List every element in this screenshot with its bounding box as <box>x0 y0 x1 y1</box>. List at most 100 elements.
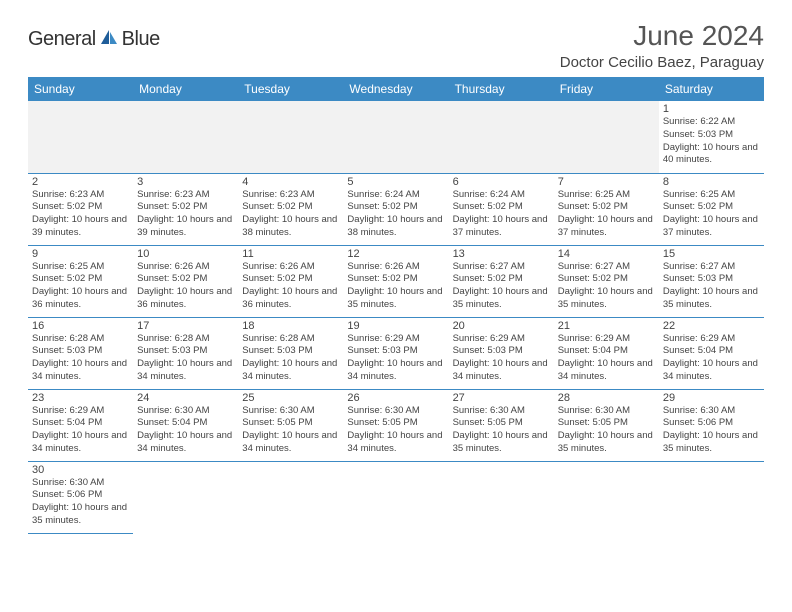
day-number: 30 <box>32 464 129 476</box>
logo: General Blue <box>28 20 160 51</box>
day-cell: 11Sunrise: 6:26 AMSunset: 5:02 PMDayligh… <box>238 245 343 317</box>
day-number: 23 <box>32 392 129 404</box>
sunrise-line: Sunrise: 6:30 AM <box>347 405 444 418</box>
daylight-line: Daylight: 10 hours and 34 minutes. <box>347 358 444 384</box>
daylight-line: Daylight: 10 hours and 34 minutes. <box>137 358 234 384</box>
day-info: Sunrise: 6:30 AMSunset: 5:06 PMDaylight:… <box>32 477 129 528</box>
calendar-row: 2 Sunrise: 6:23 AMSunset: 5:02 PMDaylight… <box>28 173 764 245</box>
day-info: Sunrise: 6:29 AMSunset: 5:03 PMDaylight:… <box>453 333 550 384</box>
day-info: Sunrise: 6:30 AMSunset: 5:05 PMDaylight:… <box>347 405 444 456</box>
daylight-line: Daylight: 10 hours and 34 minutes. <box>137 430 234 456</box>
day-info: Sunrise: 6:26 AMSunset: 5:02 PMDaylight:… <box>347 261 444 312</box>
day-number: 21 <box>558 320 655 332</box>
sunset-line: Sunset: 5:02 PM <box>558 201 655 214</box>
day-info: Sunrise: 6:27 AMSunset: 5:03 PMDaylight:… <box>663 261 760 312</box>
daylight-line: Daylight: 10 hours and 39 minutes. <box>137 214 234 240</box>
sunset-line: Sunset: 5:06 PM <box>663 417 760 430</box>
sunset-line: Sunset: 5:03 PM <box>663 273 760 286</box>
day-cell: 9Sunrise: 6:25 AMSunset: 5:02 PMDaylight… <box>28 245 133 317</box>
day-info: Sunrise: 6:30 AMSunset: 5:04 PMDaylight:… <box>137 405 234 456</box>
daylight-line: Daylight: 10 hours and 36 minutes. <box>137 286 234 312</box>
empty-cell <box>133 101 238 173</box>
day-info: Sunrise: 6:30 AMSunset: 5:05 PMDaylight:… <box>558 405 655 456</box>
sunset-line: Sunset: 5:04 PM <box>137 417 234 430</box>
sunrise-line: Sunrise: 6:28 AM <box>32 333 129 346</box>
day-info: Sunrise: 6:24 AMSunset: 5:02 PMDaylight:… <box>347 189 444 240</box>
day-number: 12 <box>347 248 444 260</box>
daylight-line: Daylight: 10 hours and 34 minutes. <box>32 430 129 456</box>
calendar-row: 30Sunrise: 6:30 AMSunset: 5:06 PMDayligh… <box>28 461 764 533</box>
sunset-line: Sunset: 5:05 PM <box>347 417 444 430</box>
daylight-line: Daylight: 10 hours and 34 minutes. <box>347 430 444 456</box>
calendar-table: SundayMondayTuesdayWednesdayThursdayFrid… <box>28 77 764 534</box>
daylight-line: Daylight: 10 hours and 35 minutes. <box>663 430 760 456</box>
day-number: 15 <box>663 248 760 260</box>
day-number: 2 <box>32 176 129 188</box>
day-info: Sunrise: 6:24 AMSunset: 5:02 PMDaylight:… <box>453 189 550 240</box>
sunset-line: Sunset: 5:03 PM <box>137 345 234 358</box>
day-number: 26 <box>347 392 444 404</box>
daylight-line: Daylight: 10 hours and 38 minutes. <box>347 214 444 240</box>
calendar-row: 23Sunrise: 6:29 AMSunset: 5:04 PMDayligh… <box>28 389 764 461</box>
day-info: Sunrise: 6:30 AMSunset: 5:05 PMDaylight:… <box>242 405 339 456</box>
empty-cell <box>554 101 659 173</box>
sunset-line: Sunset: 5:03 PM <box>347 345 444 358</box>
day-number: 22 <box>663 320 760 332</box>
sunset-line: Sunset: 5:02 PM <box>558 273 655 286</box>
daylight-line: Daylight: 10 hours and 34 minutes. <box>242 430 339 456</box>
day-info: Sunrise: 6:25 AMSunset: 5:02 PMDaylight:… <box>663 189 760 240</box>
day-info: Sunrise: 6:26 AMSunset: 5:02 PMDaylight:… <box>242 261 339 312</box>
sunset-line: Sunset: 5:03 PM <box>663 129 760 142</box>
sunrise-line: Sunrise: 6:27 AM <box>663 261 760 274</box>
day-info: Sunrise: 6:27 AMSunset: 5:02 PMDaylight:… <box>558 261 655 312</box>
sunrise-line: Sunrise: 6:24 AM <box>347 189 444 202</box>
day-number: 11 <box>242 248 339 260</box>
blank-cell <box>238 461 343 533</box>
day-cell: 24Sunrise: 6:30 AMSunset: 5:04 PMDayligh… <box>133 389 238 461</box>
calendar-row: 16Sunrise: 6:28 AMSunset: 5:03 PMDayligh… <box>28 317 764 389</box>
day-number: 4 <box>242 176 339 188</box>
day-cell: 28Sunrise: 6:30 AMSunset: 5:05 PMDayligh… <box>554 389 659 461</box>
sunset-line: Sunset: 5:02 PM <box>242 201 339 214</box>
sunrise-line: Sunrise: 6:30 AM <box>137 405 234 418</box>
day-info: Sunrise: 6:22 AMSunset: 5:03 PMDaylight:… <box>663 116 760 167</box>
day-number: 3 <box>137 176 234 188</box>
day-cell: 5Sunrise: 6:24 AMSunset: 5:02 PMDaylight… <box>343 173 448 245</box>
empty-cell <box>343 101 448 173</box>
location: Doctor Cecilio Baez, Paraguay <box>560 54 764 71</box>
daylight-line: Daylight: 10 hours and 38 minutes. <box>242 214 339 240</box>
sunrise-line: Sunrise: 6:22 AM <box>663 116 760 129</box>
titles: June 2024 Doctor Cecilio Baez, Paraguay <box>560 20 764 71</box>
sunrise-line: Sunrise: 6:24 AM <box>453 189 550 202</box>
day-cell: 25Sunrise: 6:30 AMSunset: 5:05 PMDayligh… <box>238 389 343 461</box>
day-info: Sunrise: 6:28 AMSunset: 5:03 PMDaylight:… <box>242 333 339 384</box>
day-cell: 23Sunrise: 6:29 AMSunset: 5:04 PMDayligh… <box>28 389 133 461</box>
day-info: Sunrise: 6:29 AMSunset: 5:04 PMDaylight:… <box>558 333 655 384</box>
sunset-line: Sunset: 5:05 PM <box>242 417 339 430</box>
sunset-line: Sunset: 5:02 PM <box>137 273 234 286</box>
sunrise-line: Sunrise: 6:25 AM <box>32 261 129 274</box>
daylight-line: Daylight: 10 hours and 35 minutes. <box>32 502 129 528</box>
sunrise-line: Sunrise: 6:28 AM <box>137 333 234 346</box>
day-number: 25 <box>242 392 339 404</box>
daylight-line: Daylight: 10 hours and 40 minutes. <box>663 142 760 168</box>
day-number: 27 <box>453 392 550 404</box>
day-cell: 21Sunrise: 6:29 AMSunset: 5:04 PMDayligh… <box>554 317 659 389</box>
month-title: June 2024 <box>560 20 764 52</box>
day-cell: 13Sunrise: 6:27 AMSunset: 5:02 PMDayligh… <box>449 245 554 317</box>
day-cell: 10Sunrise: 6:26 AMSunset: 5:02 PMDayligh… <box>133 245 238 317</box>
day-header-row: SundayMondayTuesdayWednesdayThursdayFrid… <box>28 77 764 101</box>
day-info: Sunrise: 6:23 AMSunset: 5:02 PMDaylight:… <box>137 189 234 240</box>
day-info: Sunrise: 6:29 AMSunset: 5:04 PMDaylight:… <box>32 405 129 456</box>
sunrise-line: Sunrise: 6:26 AM <box>242 261 339 274</box>
day-info: Sunrise: 6:28 AMSunset: 5:03 PMDaylight:… <box>32 333 129 384</box>
empty-cell <box>449 101 554 173</box>
day-cell: 15Sunrise: 6:27 AMSunset: 5:03 PMDayligh… <box>659 245 764 317</box>
day-number: 20 <box>453 320 550 332</box>
sunrise-line: Sunrise: 6:25 AM <box>558 189 655 202</box>
sunset-line: Sunset: 5:02 PM <box>32 201 129 214</box>
daylight-line: Daylight: 10 hours and 35 minutes. <box>663 286 760 312</box>
calendar-document: General Blue June 2024 Doctor Cecilio Ba… <box>0 0 792 554</box>
day-number: 18 <box>242 320 339 332</box>
day-number: 29 <box>663 392 760 404</box>
